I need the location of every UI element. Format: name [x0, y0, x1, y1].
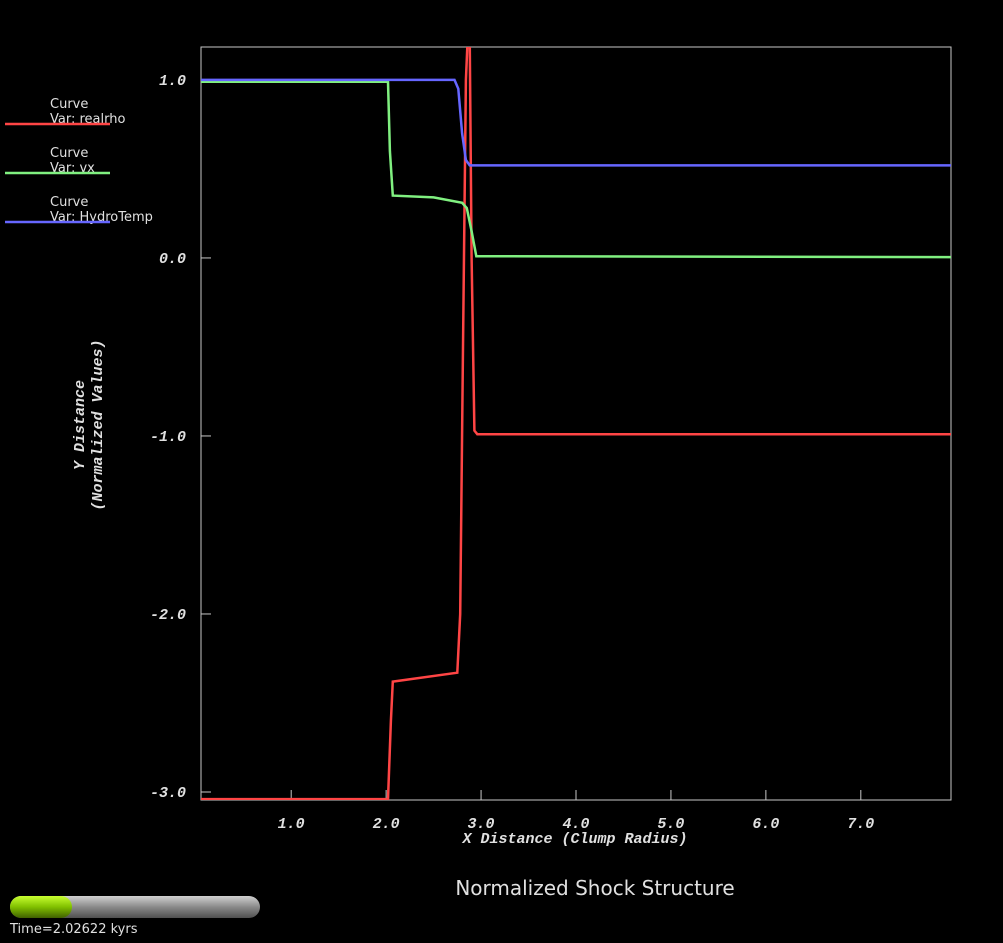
y-tick-label: -1.0 — [150, 429, 186, 446]
x-tick-label: 4.0 — [562, 816, 589, 833]
plot-frame — [200, 46, 952, 801]
plot-lines — [201, 47, 951, 800]
y-tick-label: -2.0 — [150, 607, 186, 624]
y-axis-label-line: (Normalized Values) — [90, 339, 107, 510]
x-axis-label: X Distance (Clump Radius) — [461, 831, 687, 848]
data-line — [201, 78, 951, 167]
chart-title: Normalized Shock Structure — [455, 876, 734, 900]
data-line — [201, 80, 951, 259]
x-tick-label: 1.0 — [278, 816, 305, 833]
legend-title: Curve — [50, 195, 88, 210]
y-axis-label-line: Y Distance — [72, 380, 89, 470]
y-tick-label: 1.0 — [159, 73, 186, 90]
x-tick-label: 6.0 — [752, 816, 779, 833]
y-tick-label: 0.0 — [159, 251, 186, 268]
y-tick-label: -3.0 — [150, 785, 186, 802]
legend-title: Curve — [50, 97, 88, 112]
y-axis-label: Y Distance (Normalized Values) — [72, 339, 107, 510]
x-tick-label: 5.0 — [657, 816, 684, 833]
time-label: Time=2.02622 kyrs — [9, 922, 138, 937]
x-tick-label: 2.0 — [373, 816, 400, 833]
data-line — [201, 47, 951, 800]
time-slider-fill — [10, 896, 72, 918]
x-tick-label: 3.0 — [468, 816, 495, 833]
time-slider[interactable] — [10, 896, 260, 918]
x-tick-label: 7.0 — [847, 816, 874, 833]
legend-title: Curve — [50, 146, 88, 161]
